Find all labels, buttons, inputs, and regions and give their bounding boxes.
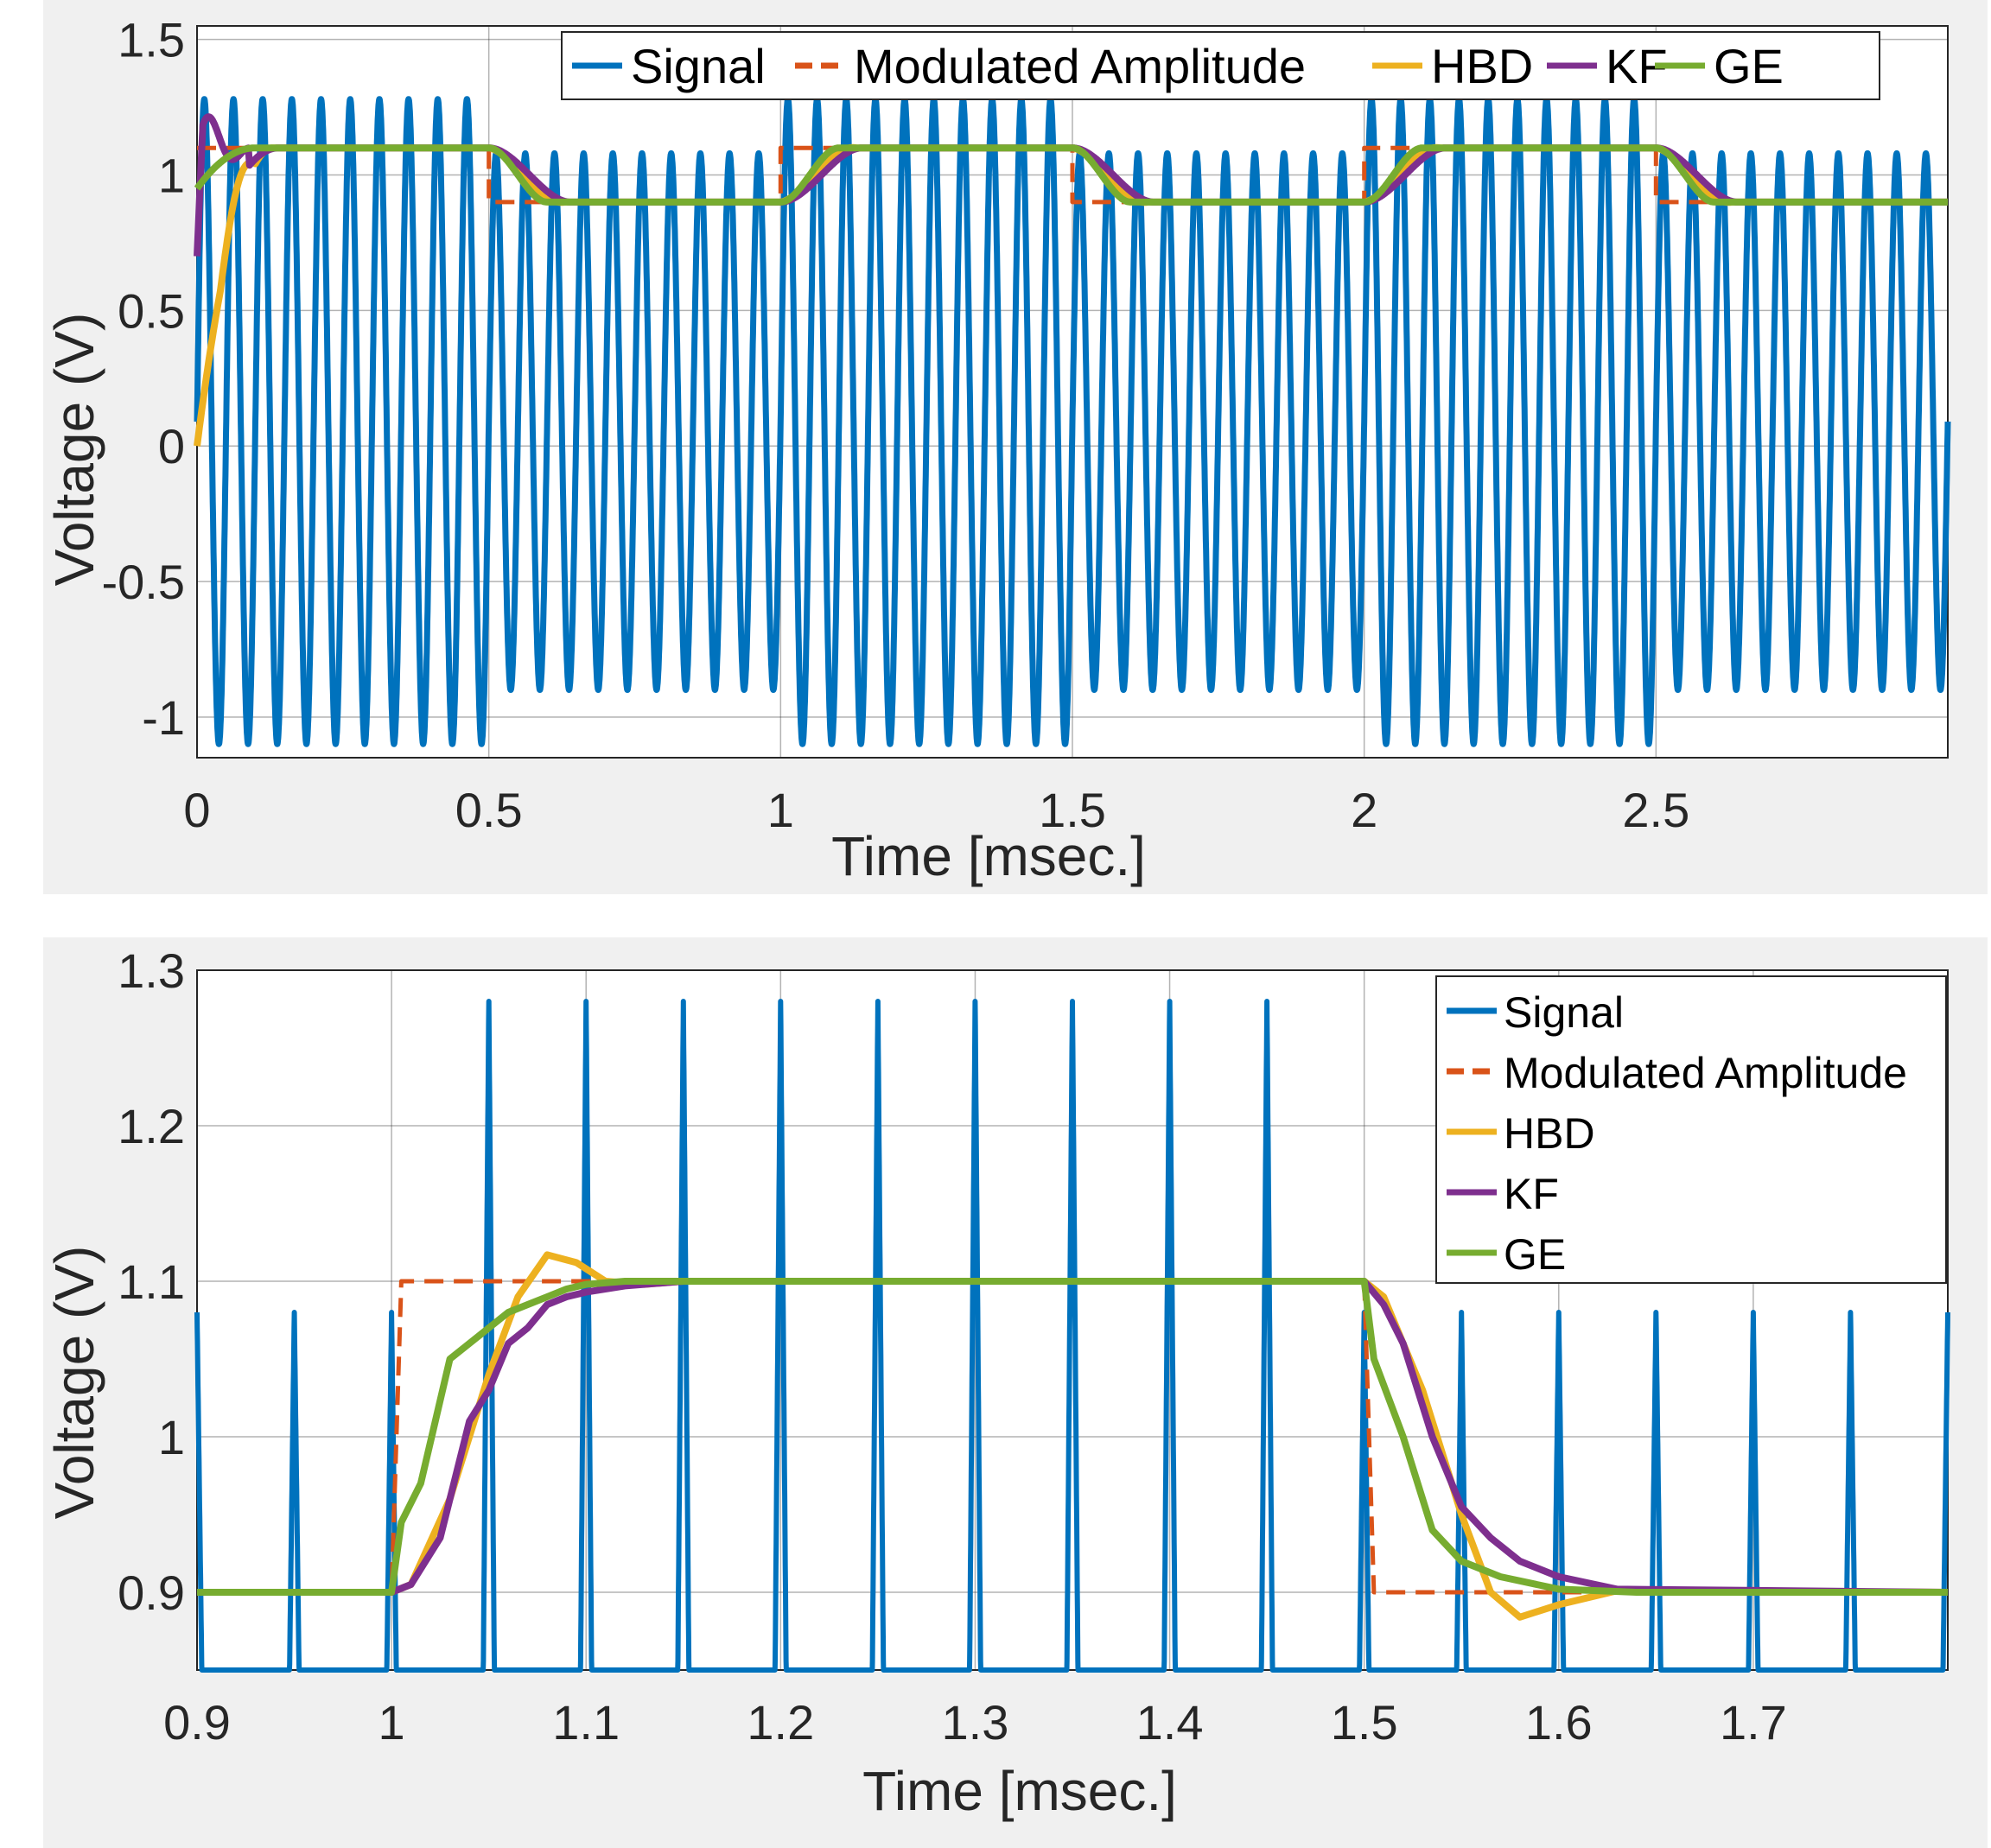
y-tick-label-bottom: 1 [158,1410,185,1464]
x-axis-label-bottom: Time [msec.] [862,1760,1177,1822]
series-signal-bottom [194,999,1950,1673]
x-tick-label-bottom: 0.9 [163,1695,231,1750]
series-bottom [194,999,1950,1673]
legend-label-top: HBD [1431,39,1533,93]
chart-top: 0 0.5 1 1.5 2 2.5-1-0.500.511.5 Time [msec.] … [43,13,1951,887]
series-kf-bottom [197,1278,1949,1596]
y-tick-label-bottom: 0.9 [118,1565,185,1620]
x-tick-label-top: 1.5 [1039,783,1106,837]
x-tick-label-top: 1 [767,783,794,837]
y-tick-label-top: 0.5 [118,283,185,338]
legend-label-bottom: Signal [1504,988,1624,1037]
chart-bottom: 0.9 1 1.1 1.2 1.3 1.4 1.5 1.6 1.7 0.9 1 1.1 1.2 1.3 T… [43,943,1950,1822]
series-modulated-amplitude-top [197,145,1948,205]
series-ge-top [194,144,1950,206]
x-tick-label-bottom: 1.7 [1720,1695,1787,1750]
legend-label-bottom: Modulated Amplitude [1504,1049,1907,1097]
y-tick-label-top: 1.5 [118,13,185,67]
y-tick-label-bottom: 1.2 [118,1099,185,1153]
legend-label-top: GE [1714,39,1784,93]
legend-top: Signal Modulated Amplitude HBD KF GE [561,31,1880,100]
legend-bottom: Signal Modulated Amplitude HBD KF GE [1435,975,1947,1284]
legend-label-bottom: KF [1504,1170,1559,1218]
y-axis-label-bottom: Voltage (V) [43,1246,105,1520]
x-tick-label-top: 0 [183,783,210,837]
y-tick-label-top: -0.5 [102,555,186,609]
tick-labels-bottom: 0.9 1 1.1 1.2 1.3 1.4 1.5 1.6 1.7 0.9 1 1.1 1.2 1.3 [118,943,1787,1750]
legend-box-bottom [1435,975,1947,1284]
legend-label-top: Signal [631,39,766,93]
tick-labels-top: 0 0.5 1 1.5 2 2.5 -1 -0.5 0 0.5 1 1.5 [102,13,1690,837]
series-top [194,96,1951,747]
x-tick-label-top: 0.5 [455,783,523,837]
y-tick-label-top: 1 [158,149,185,203]
legend-label-bottom: GE [1504,1230,1566,1279]
x-tick-label-bottom: 1.2 [747,1695,814,1750]
x-tick-label-bottom: 1.6 [1525,1695,1593,1750]
x-axis-label-top: Time [msec.] [831,825,1146,887]
x-tick-label-bottom: 1.5 [1331,1695,1398,1750]
y-tick-label-bottom: 1.3 [118,943,185,998]
x-tick-label-bottom: 1.3 [942,1695,1009,1750]
legend-label-bottom: HBD [1504,1109,1595,1158]
x-tick-label-top: 2 [1351,783,1377,837]
y-tick-label-top: 0 [158,419,185,473]
y-tick-label-bottom: 1.1 [118,1254,185,1309]
x-tick-label-top: 2.5 [1622,783,1689,837]
x-tick-label-bottom: 1 [378,1695,405,1750]
x-tick-label-bottom: 1.1 [552,1695,620,1750]
series-signal-top [194,96,1951,747]
legend-label-top: Modulated Amplitude [854,39,1306,93]
y-axis-label-top: Voltage (V) [43,313,105,587]
series-ge-bottom [197,1278,1948,1596]
y-tick-label-top: -1 [142,690,185,745]
x-tick-label-bottom: 1.4 [1136,1695,1204,1750]
